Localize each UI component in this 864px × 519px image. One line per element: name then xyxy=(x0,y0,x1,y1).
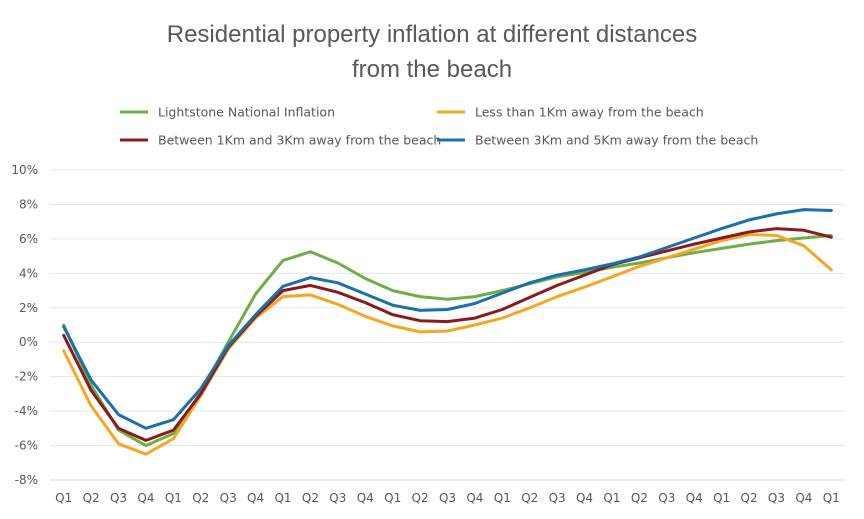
x-tick-label: Q3 xyxy=(439,491,456,505)
y-tick-label: 0% xyxy=(19,335,38,349)
x-tick-label: Q1 xyxy=(274,491,291,505)
x-tick-label: Q2 xyxy=(83,491,100,505)
legend-label: Less than 1Km away from the beach xyxy=(475,105,704,120)
y-tick-label: 2% xyxy=(19,301,38,315)
x-tick-label: Q3 xyxy=(329,491,346,505)
chart-title-line-2: from the beach xyxy=(352,56,512,83)
legend-label: Between 3Km and 5Km away from the beach xyxy=(475,133,758,148)
x-axis-ticks: Q1 Q2 Q3 Q4 Q1 Q2 Q3 Q4 Q1 Q2 Q3 Q4 Q1 Q2 Q3 Q4 Q1 Q2 Q3 Q4… xyxy=(55,491,840,505)
x-tick-label: Q2 xyxy=(302,491,319,505)
y-tick-label: 4% xyxy=(19,266,38,280)
y-tick-label: 8% xyxy=(19,197,38,211)
x-tick-label: Q2 xyxy=(521,491,538,505)
x-tick-label: Q3 xyxy=(220,491,237,505)
y-tick-label: -6% xyxy=(15,439,38,453)
legend-item-2: Less than 1Km away from the beach xyxy=(437,105,704,120)
x-tick-label: Q3 xyxy=(549,491,566,505)
series-line-2 xyxy=(62,233,833,456)
x-tick-label: Q4 xyxy=(247,491,264,505)
x-tick-label: Q2 xyxy=(412,491,429,505)
y-tick-label: -8% xyxy=(15,473,38,487)
chart-title-line-1: Residential property inflation at differ… xyxy=(167,21,698,48)
x-tick-label: Q1 xyxy=(165,491,182,505)
y-tick-label: 6% xyxy=(19,232,38,246)
x-tick-label: Q4 xyxy=(795,491,812,505)
x-tick-label: Q4 xyxy=(686,491,703,505)
legend-label: Lightstone National Inflation xyxy=(158,105,335,120)
x-tick-label: Q1 xyxy=(494,491,511,505)
x-tick-label: Q4 xyxy=(357,491,374,505)
legend-item-3: Between 1Km and 3Km away from the beach xyxy=(120,133,441,148)
legend-item-4: Between 3Km and 5Km away from the beach xyxy=(437,133,758,148)
y-axis-ticks: 10% 8% 6% 4% 2% 0% -2% -4% -6% -8% xyxy=(11,163,38,487)
x-tick-label: Q1 xyxy=(55,491,72,505)
x-tick-label: Q3 xyxy=(658,491,675,505)
x-tick-label: Q2 xyxy=(631,491,648,505)
x-tick-label: Q1 xyxy=(823,491,840,505)
y-tick-label: -2% xyxy=(15,370,38,384)
x-tick-label: Q2 xyxy=(192,491,209,505)
x-tick-label: Q1 xyxy=(603,491,620,505)
legend-item-1: Lightstone National Inflation xyxy=(120,105,335,120)
chart-series xyxy=(62,208,833,456)
x-tick-label: Q4 xyxy=(576,491,593,505)
chart-legend: Lightstone National Inflation Less than 1… xyxy=(120,105,758,148)
x-tick-label: Q1 xyxy=(384,491,401,505)
y-tick-label: -4% xyxy=(15,404,38,418)
x-tick-label: Q3 xyxy=(110,491,127,505)
x-tick-label: Q4 xyxy=(466,491,483,505)
x-tick-label: Q3 xyxy=(768,491,785,505)
series-line-3 xyxy=(62,227,833,442)
x-tick-label: Q1 xyxy=(713,491,730,505)
series-line-4 xyxy=(62,208,833,430)
chart-gridlines xyxy=(50,169,845,481)
x-tick-label: Q2 xyxy=(741,491,758,505)
y-tick-label: 10% xyxy=(11,163,38,177)
legend-label: Between 1Km and 3Km away from the beach xyxy=(158,133,441,148)
x-tick-label: Q4 xyxy=(137,491,154,505)
